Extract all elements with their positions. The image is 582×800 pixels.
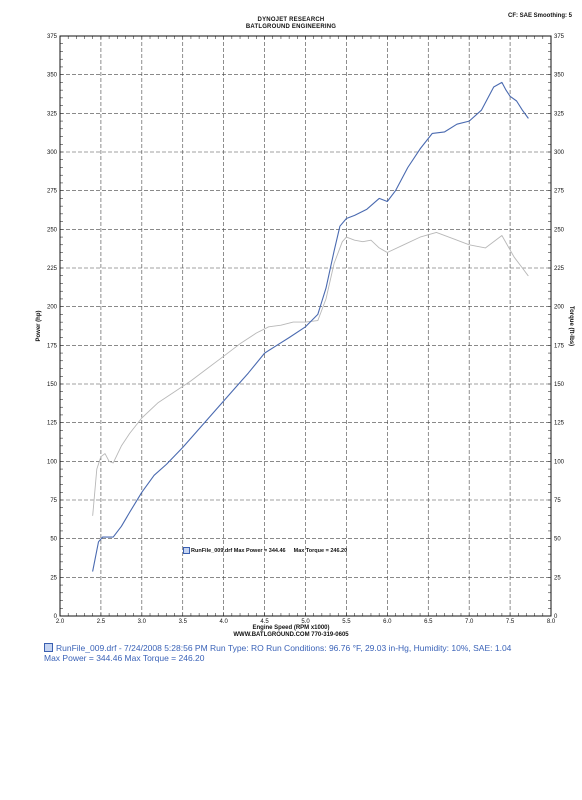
- legend-max-power: Max Power = 344.46: [233, 547, 286, 554]
- power-series-line: [92, 81, 529, 572]
- y2-tick-label: 375: [554, 34, 565, 40]
- y2-tick-label: 300: [554, 150, 565, 156]
- run-info-line1: RunFile_009.drf - 7/24/2008 5:28:56 PM R…: [56, 643, 512, 653]
- y2-tick-label: 175: [554, 343, 565, 349]
- y2-tick-label: 50: [554, 537, 561, 543]
- chart-title: DYNOJET RESEARCH: [257, 17, 325, 23]
- y2-tick-label: 0: [554, 614, 558, 620]
- x-tick-label: 2.5: [97, 619, 106, 625]
- legend-file: RunFile_009.drf: [191, 547, 233, 554]
- legend-swatch-icon: [183, 547, 190, 554]
- y-tick-label: 175: [47, 343, 58, 349]
- y-tick-label: 125: [47, 421, 58, 427]
- website-contact: WWW.BATLGROUND.COM 770-319-0605: [233, 632, 349, 638]
- y-tick-label: 300: [47, 150, 58, 156]
- y-tick-label: 325: [47, 111, 58, 117]
- run-info-footer: RunFile_009.drf - 7/24/2008 5:28:56 PM R…: [44, 643, 574, 663]
- x-tick-label: 4.5: [260, 619, 269, 625]
- x-tick-label: 2.0: [56, 619, 65, 625]
- x-tick-label: 5.0: [301, 619, 310, 625]
- x-tick-label: 3.0: [138, 619, 147, 625]
- y2-tick-label: 350: [554, 73, 565, 79]
- x-tick-label: 3.5: [179, 619, 188, 625]
- y2-tick-label: 100: [554, 459, 565, 465]
- y2-tick-label: 200: [554, 305, 565, 311]
- run-info-line2: Max Power = 344.46 Max Torque = 246.20: [44, 653, 205, 663]
- x-tick-label: 6.5: [424, 619, 433, 625]
- y-tick-label: 75: [50, 498, 57, 504]
- y2-tick-label: 125: [554, 421, 565, 427]
- y-tick-label: 25: [50, 575, 57, 581]
- y-tick-label: 375: [47, 34, 58, 40]
- correction-factor-info: CF: SAE Smoothing: 5: [508, 13, 572, 19]
- y-tick-label: 200: [47, 305, 58, 311]
- y-tick-label: 250: [47, 227, 58, 233]
- y-tick-label: 0: [54, 614, 58, 620]
- y2-tick-label: 275: [554, 189, 565, 195]
- chart-subtitle: BATLGROUND ENGINEERING: [245, 24, 337, 30]
- run-file-icon: [44, 643, 53, 652]
- y2-axis-label: Torque (ft-lbs): [568, 306, 574, 346]
- torque-series-line: [92, 231, 529, 516]
- y2-tick-label: 225: [554, 266, 565, 272]
- x-tick-label: 8.0: [547, 619, 556, 625]
- x-axis-label: Engine Speed (RPM x1000): [252, 625, 330, 631]
- y2-tick-label: 250: [554, 227, 565, 233]
- y-tick-label: 275: [47, 189, 58, 195]
- x-tick-label: 7.0: [465, 619, 474, 625]
- x-tick-label: 6.0: [383, 619, 392, 625]
- x-tick-label: 4.0: [219, 619, 228, 625]
- x-tick-label: 5.5: [342, 619, 351, 625]
- y2-tick-label: 25: [554, 575, 561, 581]
- y-tick-label: 350: [47, 73, 58, 79]
- y2-tick-label: 150: [554, 382, 565, 388]
- y-tick-label: 100: [47, 459, 58, 465]
- y-axis-label: Power (hp): [36, 310, 42, 341]
- y-tick-label: 150: [47, 382, 58, 388]
- x-tick-label: 7.5: [506, 619, 515, 625]
- y2-tick-label: 75: [554, 498, 561, 504]
- y2-tick-label: 325: [554, 111, 565, 117]
- chart-legend: RunFile_009.drf Max Power = 344.46 Max To…: [183, 547, 347, 554]
- y-tick-label: 50: [50, 537, 57, 543]
- legend-max-torque: Max Torque = 246.20: [293, 547, 348, 554]
- y-tick-label: 225: [47, 266, 58, 272]
